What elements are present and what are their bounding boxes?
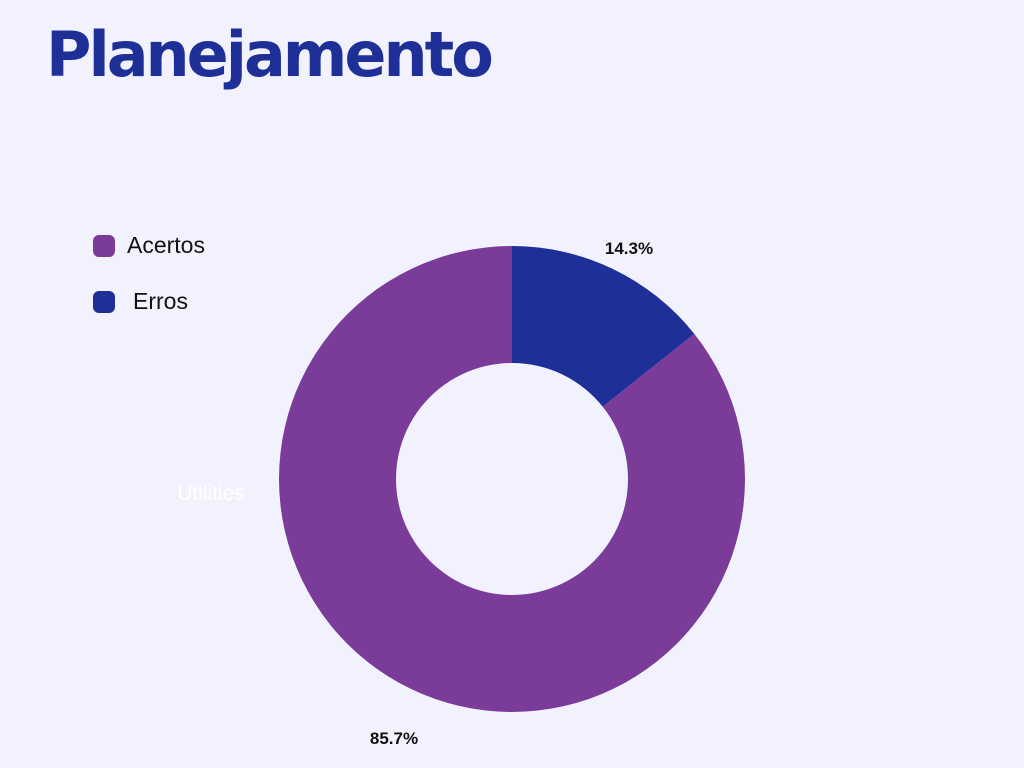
legend-label-erros: Erros [133,288,188,314]
legend-swatch-acertos [93,234,115,257]
legend-item-acertos: Acertos [93,232,205,259]
slice-erros [512,246,695,407]
page-title: Planejamento [46,18,494,91]
legend-item-erros: Erros [93,288,188,315]
donut-slices [279,246,745,712]
data-label-acertos: 85.7% [370,729,418,748]
slice-acertos [279,246,745,712]
legend-swatch-erros [93,290,115,313]
chart-annotation: Utilities [177,482,245,505]
legend-label-acertos: Acertos [127,232,205,258]
data-label-erros: 14.3% [605,239,653,258]
